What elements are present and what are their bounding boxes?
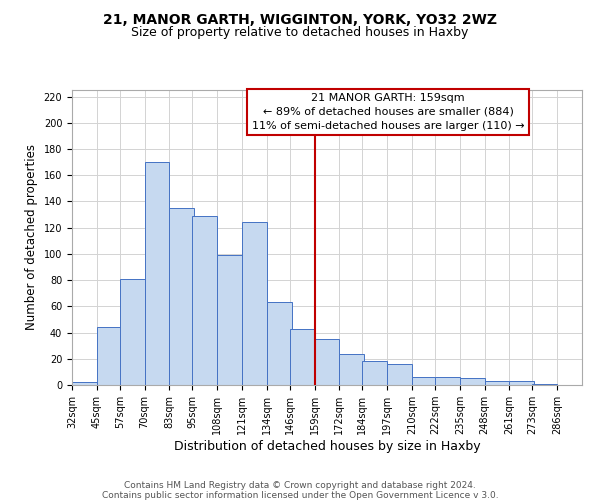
Bar <box>120 279 145 385</box>
Bar <box>314 339 340 385</box>
Bar <box>412 377 437 385</box>
Bar <box>485 381 509 385</box>
Text: Contains public sector information licensed under the Open Government Licence v : Contains public sector information licen… <box>101 491 499 500</box>
Bar <box>532 384 557 385</box>
Bar <box>362 362 387 385</box>
Bar <box>460 378 485 385</box>
X-axis label: Distribution of detached houses by size in Haxby: Distribution of detached houses by size … <box>173 440 481 453</box>
Bar <box>242 222 267 385</box>
Bar <box>72 382 97 385</box>
Bar <box>217 255 242 385</box>
Bar <box>435 377 460 385</box>
Y-axis label: Number of detached properties: Number of detached properties <box>25 144 38 330</box>
Bar <box>97 328 122 385</box>
Bar <box>290 328 314 385</box>
Text: 21, MANOR GARTH, WIGGINTON, YORK, YO32 2WZ: 21, MANOR GARTH, WIGGINTON, YORK, YO32 2… <box>103 12 497 26</box>
Text: 21 MANOR GARTH: 159sqm
← 89% of detached houses are smaller (884)
11% of semi-de: 21 MANOR GARTH: 159sqm ← 89% of detached… <box>252 93 524 131</box>
Bar <box>340 354 364 385</box>
Bar <box>193 216 217 385</box>
Text: Contains HM Land Registry data © Crown copyright and database right 2024.: Contains HM Land Registry data © Crown c… <box>124 481 476 490</box>
Bar <box>145 162 169 385</box>
Text: Size of property relative to detached houses in Haxby: Size of property relative to detached ho… <box>131 26 469 39</box>
Bar <box>387 364 412 385</box>
Bar <box>267 302 292 385</box>
Bar <box>169 208 194 385</box>
Bar <box>509 381 534 385</box>
